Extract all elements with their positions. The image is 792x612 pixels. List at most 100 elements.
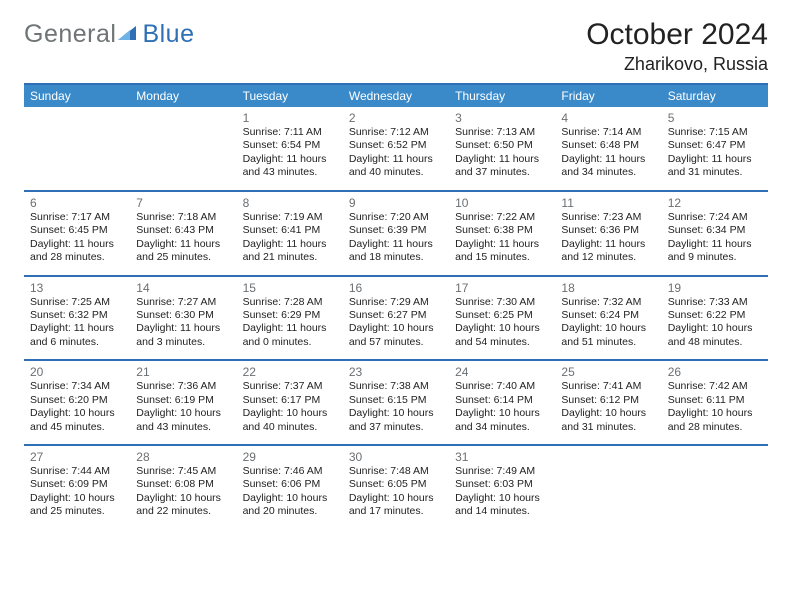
day-number: 2 (349, 111, 443, 125)
calendar-cell: 14Sunrise: 7:27 AMSunset: 6:30 PMDayligh… (130, 276, 236, 361)
sunset-line: Sunset: 6:39 PM (349, 224, 443, 237)
day-number: 22 (243, 365, 337, 379)
sunset-line: Sunset: 6:05 PM (349, 478, 443, 491)
sunrise-line: Sunrise: 7:37 AM (243, 380, 337, 393)
sunrise-line: Sunrise: 7:24 AM (668, 211, 762, 224)
day-number: 7 (136, 196, 230, 210)
sunrise-line: Sunrise: 7:22 AM (455, 211, 549, 224)
calendar-cell: 29Sunrise: 7:46 AMSunset: 6:06 PMDayligh… (237, 445, 343, 529)
daylight-line: Daylight: 10 hours and 45 minutes. (30, 407, 124, 434)
sunrise-line: Sunrise: 7:23 AM (561, 211, 655, 224)
sunrise-line: Sunrise: 7:28 AM (243, 296, 337, 309)
daylight-line: Daylight: 11 hours and 34 minutes. (561, 153, 655, 180)
calendar-cell-empty (662, 445, 768, 529)
sunrise-line: Sunrise: 7:38 AM (349, 380, 443, 393)
day-number: 13 (30, 281, 124, 295)
calendar-cell: 2Sunrise: 7:12 AMSunset: 6:52 PMDaylight… (343, 107, 449, 191)
day-number: 12 (668, 196, 762, 210)
sunrise-line: Sunrise: 7:46 AM (243, 465, 337, 478)
sunrise-line: Sunrise: 7:42 AM (668, 380, 762, 393)
calendar-cell: 15Sunrise: 7:28 AMSunset: 6:29 PMDayligh… (237, 276, 343, 361)
daylight-line: Daylight: 10 hours and 17 minutes. (349, 492, 443, 519)
sunset-line: Sunset: 6:19 PM (136, 394, 230, 407)
sunset-line: Sunset: 6:30 PM (136, 309, 230, 322)
sunrise-line: Sunrise: 7:49 AM (455, 465, 549, 478)
sunrise-line: Sunrise: 7:45 AM (136, 465, 230, 478)
day-number: 1 (243, 111, 337, 125)
day-header-monday: Monday (130, 84, 236, 107)
daylight-line: Daylight: 10 hours and 25 minutes. (30, 492, 124, 519)
daylight-line: Daylight: 11 hours and 31 minutes. (668, 153, 762, 180)
sunset-line: Sunset: 6:45 PM (30, 224, 124, 237)
daylight-line: Daylight: 11 hours and 12 minutes. (561, 238, 655, 265)
calendar-cell: 17Sunrise: 7:30 AMSunset: 6:25 PMDayligh… (449, 276, 555, 361)
calendar-cell: 26Sunrise: 7:42 AMSunset: 6:11 PMDayligh… (662, 360, 768, 445)
day-header-sunday: Sunday (24, 84, 130, 107)
sunrise-line: Sunrise: 7:40 AM (455, 380, 549, 393)
topbar: General Blue October 2024 Zharikovo, Rus… (24, 18, 768, 75)
sunset-line: Sunset: 6:43 PM (136, 224, 230, 237)
day-number: 24 (455, 365, 549, 379)
day-number: 28 (136, 450, 230, 464)
calendar-cell: 19Sunrise: 7:33 AMSunset: 6:22 PMDayligh… (662, 276, 768, 361)
sunset-line: Sunset: 6:06 PM (243, 478, 337, 491)
sunset-line: Sunset: 6:08 PM (136, 478, 230, 491)
sunrise-line: Sunrise: 7:17 AM (30, 211, 124, 224)
day-header-tuesday: Tuesday (237, 84, 343, 107)
day-number: 23 (349, 365, 443, 379)
day-number: 15 (243, 281, 337, 295)
calendar-cell: 11Sunrise: 7:23 AMSunset: 6:36 PMDayligh… (555, 191, 661, 276)
brand-logo: General Blue (24, 18, 195, 47)
calendar-cell: 21Sunrise: 7:36 AMSunset: 6:19 PMDayligh… (130, 360, 236, 445)
daylight-line: Daylight: 10 hours and 48 minutes. (668, 322, 762, 349)
daylight-line: Daylight: 10 hours and 54 minutes. (455, 322, 549, 349)
day-number: 5 (668, 111, 762, 125)
calendar-cell: 8Sunrise: 7:19 AMSunset: 6:41 PMDaylight… (237, 191, 343, 276)
daylight-line: Daylight: 10 hours and 22 minutes. (136, 492, 230, 519)
sunrise-line: Sunrise: 7:25 AM (30, 296, 124, 309)
sunrise-line: Sunrise: 7:32 AM (561, 296, 655, 309)
sunset-line: Sunset: 6:12 PM (561, 394, 655, 407)
calendar-cell-empty (555, 445, 661, 529)
day-number: 21 (136, 365, 230, 379)
sunset-line: Sunset: 6:29 PM (243, 309, 337, 322)
daylight-line: Daylight: 10 hours and 28 minutes. (668, 407, 762, 434)
logo-word-blue: Blue (142, 22, 194, 47)
sunset-line: Sunset: 6:38 PM (455, 224, 549, 237)
calendar-cell: 16Sunrise: 7:29 AMSunset: 6:27 PMDayligh… (343, 276, 449, 361)
day-number: 19 (668, 281, 762, 295)
sail-icon (118, 24, 138, 46)
calendar-cell: 6Sunrise: 7:17 AMSunset: 6:45 PMDaylight… (24, 191, 130, 276)
sunset-line: Sunset: 6:20 PM (30, 394, 124, 407)
sunset-line: Sunset: 6:11 PM (668, 394, 762, 407)
sunrise-line: Sunrise: 7:29 AM (349, 296, 443, 309)
day-number: 4 (561, 111, 655, 125)
day-number: 18 (561, 281, 655, 295)
day-number: 9 (349, 196, 443, 210)
calendar-cell: 22Sunrise: 7:37 AMSunset: 6:17 PMDayligh… (237, 360, 343, 445)
calendar-week-row: 20Sunrise: 7:34 AMSunset: 6:20 PMDayligh… (24, 360, 768, 445)
sunset-line: Sunset: 6:15 PM (349, 394, 443, 407)
calendar-cell: 13Sunrise: 7:25 AMSunset: 6:32 PMDayligh… (24, 276, 130, 361)
calendar-week-row: 6Sunrise: 7:17 AMSunset: 6:45 PMDaylight… (24, 191, 768, 276)
sunrise-line: Sunrise: 7:44 AM (30, 465, 124, 478)
daylight-line: Daylight: 10 hours and 14 minutes. (455, 492, 549, 519)
logo-word-general: General (24, 22, 116, 47)
daylight-line: Daylight: 11 hours and 25 minutes. (136, 238, 230, 265)
calendar-week-row: 1Sunrise: 7:11 AMSunset: 6:54 PMDaylight… (24, 107, 768, 191)
sunset-line: Sunset: 6:25 PM (455, 309, 549, 322)
day-number: 29 (243, 450, 337, 464)
sunset-line: Sunset: 6:41 PM (243, 224, 337, 237)
sunrise-line: Sunrise: 7:48 AM (349, 465, 443, 478)
calendar-cell: 7Sunrise: 7:18 AMSunset: 6:43 PMDaylight… (130, 191, 236, 276)
calendar-cell: 10Sunrise: 7:22 AMSunset: 6:38 PMDayligh… (449, 191, 555, 276)
sunrise-line: Sunrise: 7:18 AM (136, 211, 230, 224)
calendar-week-row: 13Sunrise: 7:25 AMSunset: 6:32 PMDayligh… (24, 276, 768, 361)
calendar-table: SundayMondayTuesdayWednesdayThursdayFrid… (24, 83, 768, 529)
daylight-line: Daylight: 10 hours and 34 minutes. (455, 407, 549, 434)
sunset-line: Sunset: 6:14 PM (455, 394, 549, 407)
sunrise-line: Sunrise: 7:33 AM (668, 296, 762, 309)
daylight-line: Daylight: 11 hours and 40 minutes. (349, 153, 443, 180)
daylight-line: Daylight: 11 hours and 43 minutes. (243, 153, 337, 180)
daylight-line: Daylight: 11 hours and 37 minutes. (455, 153, 549, 180)
